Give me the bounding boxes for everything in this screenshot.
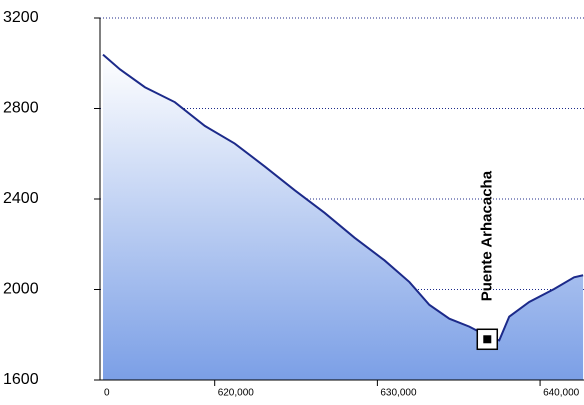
x-tick-label: 630,000 bbox=[380, 388, 417, 399]
y-tick-label: 2800 bbox=[3, 100, 39, 117]
y-tick-label: 1600 bbox=[3, 371, 39, 388]
x-tick-label: 620,000 bbox=[218, 388, 255, 399]
y-tick-label: 2000 bbox=[3, 281, 39, 298]
area bbox=[102, 54, 584, 381]
x-tick-label: 640,000 bbox=[543, 388, 580, 399]
marker-label: Puente Arhacacha bbox=[478, 170, 495, 301]
y-tick-label: 2400 bbox=[3, 190, 39, 207]
y-tick-label: 3200 bbox=[3, 9, 39, 26]
line bbox=[102, 53, 584, 342]
marker-dot bbox=[483, 335, 492, 344]
x-start-label: 0 bbox=[104, 388, 110, 399]
